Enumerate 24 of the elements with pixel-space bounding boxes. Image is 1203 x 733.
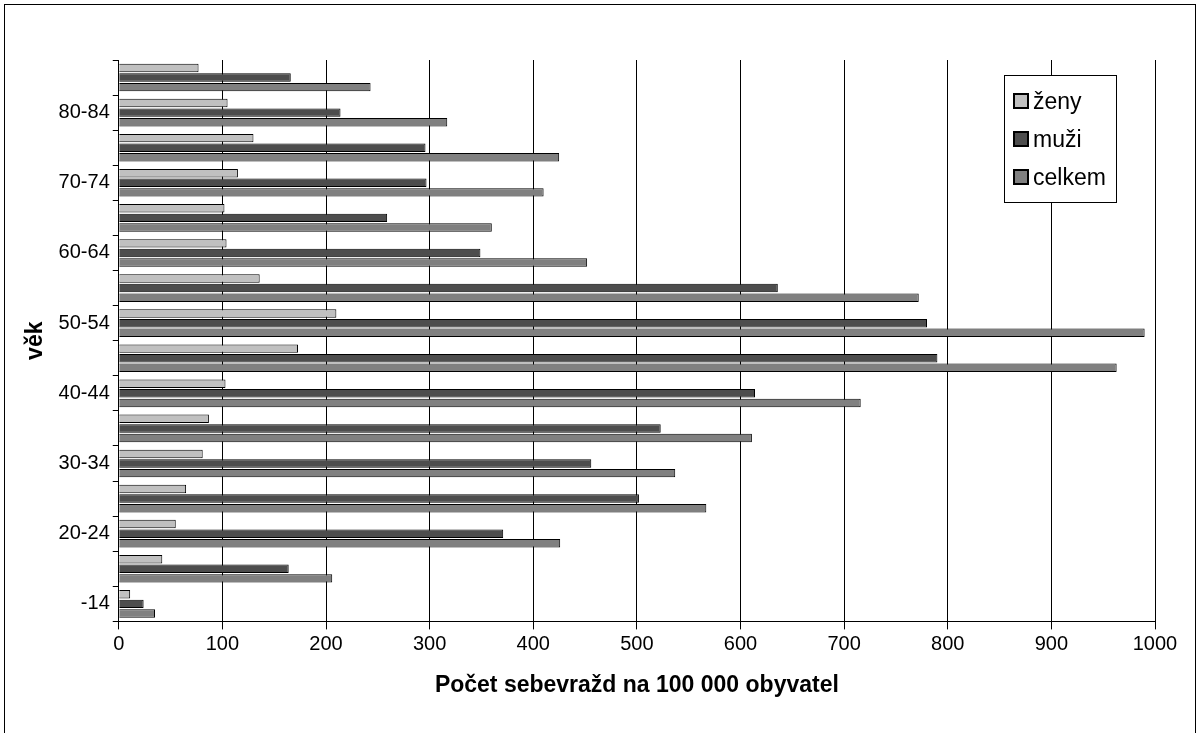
y-tick-label: 40-44 [58, 380, 110, 403]
y-tick-label: 60-64 [58, 240, 110, 263]
y-tick-label: 30-34 [58, 451, 110, 474]
x-tick-label: 500 [620, 631, 654, 654]
x-tick-label: 800 [931, 631, 965, 654]
x-tick-label: 900 [1034, 631, 1069, 654]
y-tick-label: 20-24 [58, 521, 110, 544]
legend-label: ženy [1033, 87, 1082, 116]
x-tick-label: 100 [205, 631, 240, 654]
x-tick-label: 400 [516, 631, 550, 654]
x-tick-label: 600 [723, 631, 758, 654]
x-tick-label: 0 [113, 631, 125, 654]
y-tick-label: 70-74 [58, 170, 110, 193]
y-tick-label: 80-84 [58, 100, 110, 123]
y-tick-label: -14 [80, 591, 110, 614]
legend-label: celkem [1033, 163, 1106, 192]
y-axis-title: věk [21, 321, 48, 360]
legend-label: muži [1033, 125, 1082, 154]
y-tick-label: 50-54 [58, 310, 110, 333]
x-tick-label: 200 [309, 631, 343, 654]
x-tick-label: 300 [412, 631, 447, 654]
x-axis-title: Počet sebevražd na 100 000 obyvatel [434, 670, 839, 697]
x-tick-label: 700 [827, 631, 861, 654]
x-tick-label: 1000 [1132, 631, 1178, 654]
